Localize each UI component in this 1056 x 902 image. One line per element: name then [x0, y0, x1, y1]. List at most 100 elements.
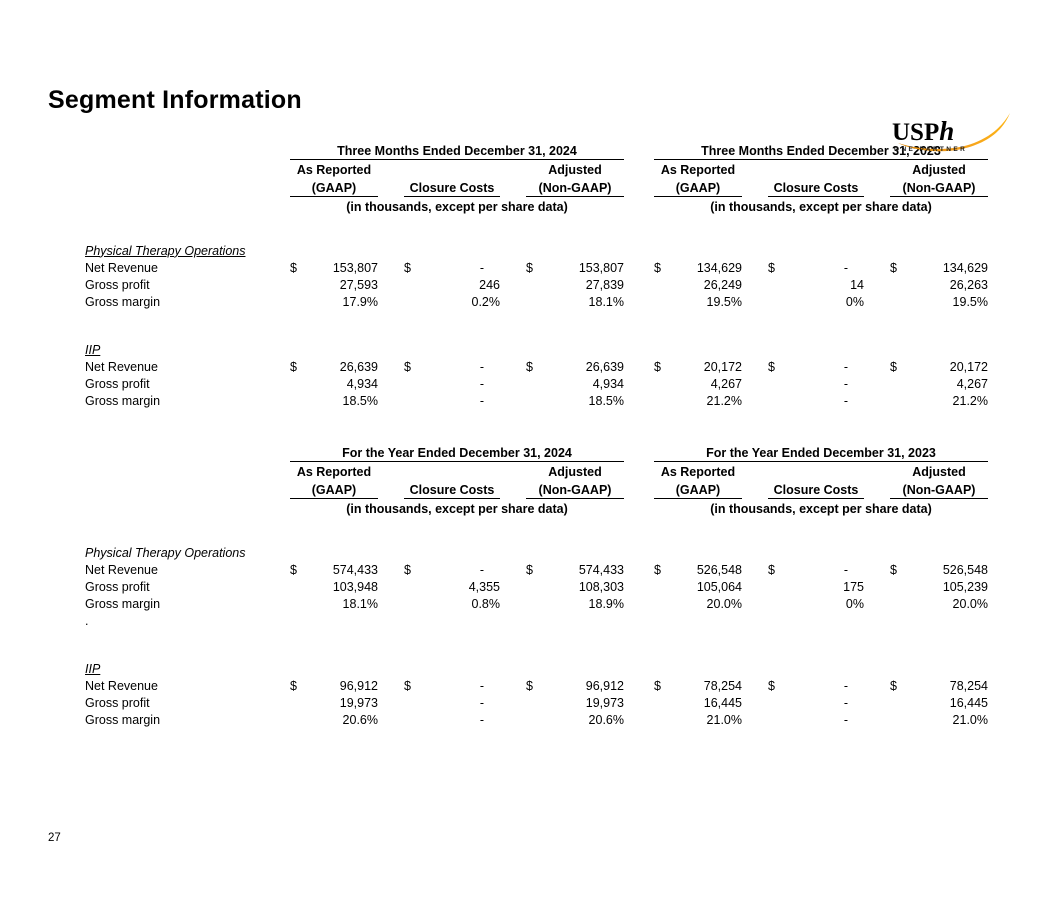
cell-value: -: [479, 393, 484, 408]
col-gap: [500, 293, 526, 310]
dollar-sign: [654, 578, 672, 595]
col-gap: [378, 595, 404, 612]
logo-text-usp: USP: [892, 119, 940, 146]
dollar-sign: [654, 612, 672, 629]
dollar-sign: [654, 694, 672, 711]
col-gap: [378, 276, 404, 293]
col-gap: [500, 160, 526, 179]
col-header-as-reported: As Reported: [296, 162, 372, 177]
cell-value: 175: [843, 579, 864, 594]
dollar-sign: [404, 711, 422, 728]
cell-value: 246: [479, 277, 500, 292]
col-gap: [864, 160, 890, 179]
dollar-sign: [768, 375, 786, 392]
col-gap: [378, 375, 404, 392]
col-gap: [742, 392, 768, 409]
dollar-sign: [526, 375, 544, 392]
cell-value: -: [843, 376, 848, 391]
col-header-closure-costs: Closure Costs: [404, 178, 500, 197]
section-spacer: [85, 215, 988, 242]
dollar-sign: [404, 694, 422, 711]
col-gap: [742, 160, 768, 179]
group-gap: [624, 293, 654, 310]
cell-value: 21.2%: [952, 393, 988, 408]
dollar-sign: [290, 293, 308, 310]
cell-value: -: [843, 393, 848, 408]
dollar-sign: [290, 578, 308, 595]
cell-value: 16,445: [949, 695, 988, 710]
col-gap: [742, 462, 768, 481]
cell-value: -: [479, 712, 484, 727]
cell-value: [672, 612, 742, 629]
group-gap: [624, 480, 654, 499]
cell-value: 27,839: [585, 277, 624, 292]
col-gap: [378, 178, 404, 197]
group-gap: [624, 612, 654, 629]
col-gap: [864, 578, 890, 595]
col-header-empty: [768, 160, 864, 179]
col-header-adjusted: Adjusted: [548, 162, 602, 177]
col-gap: [378, 392, 404, 409]
dollar-sign: $: [654, 359, 661, 374]
col-header-as-reported: As Reported: [660, 162, 736, 177]
cell-value: 21.0%: [952, 712, 988, 727]
cell-value: 4,267: [956, 376, 988, 391]
col-gap: [378, 677, 404, 694]
col-header-adjusted: Adjusted: [548, 464, 602, 479]
cell-value: 21.0%: [706, 712, 742, 727]
col-gap: [378, 711, 404, 728]
cell-value: 78,254: [949, 678, 988, 693]
cell-value: 26,249: [703, 277, 742, 292]
cell-value: 26,639: [339, 359, 378, 374]
dollar-sign: $: [404, 678, 411, 693]
dollar-sign: $: [654, 260, 661, 275]
cell-value: 4,934: [592, 376, 624, 391]
dollar-sign: [526, 293, 544, 310]
row-label: Gross profit: [85, 695, 150, 710]
dollar-sign: $: [890, 260, 897, 275]
col-header-gaap: (GAAP): [654, 480, 742, 499]
dollar-sign: [768, 293, 786, 310]
group-gap: [624, 462, 654, 481]
col-gap: [864, 392, 890, 409]
col-gap: [500, 612, 526, 629]
col-gap: [742, 595, 768, 612]
col-gap: [378, 578, 404, 595]
row-label: Gross margin: [85, 393, 161, 408]
dollar-sign: [890, 578, 908, 595]
col-gap: [742, 276, 768, 293]
cell-value: 27,593: [339, 277, 378, 292]
section-heading-spacer: [290, 544, 988, 561]
col-gap: [742, 259, 768, 276]
cell-value: -: [843, 695, 848, 710]
col-gap: [864, 677, 890, 694]
dollar-sign: [404, 578, 422, 595]
col-gap: [500, 480, 526, 499]
col-gap: [742, 694, 768, 711]
cell-value: 16,445: [703, 695, 742, 710]
cell-value: 17.9%: [342, 294, 378, 309]
row-label: Gross profit: [85, 277, 150, 292]
col-gap: [742, 178, 768, 197]
col-gap: [500, 711, 526, 728]
group-gap: [624, 141, 654, 160]
dollar-sign: [890, 276, 908, 293]
dollar-sign: [890, 392, 908, 409]
col-gap: [864, 259, 890, 276]
cell-value: 26,263: [949, 277, 988, 292]
row-label-spacer: [85, 197, 290, 216]
col-header-empty: [404, 462, 500, 481]
row-label: Net Revenue: [85, 260, 158, 275]
cell-value: 0.8%: [471, 596, 501, 611]
dollar-sign: $: [768, 562, 775, 577]
section-heading-spacer: [290, 341, 988, 358]
cell-value: 0.2%: [471, 294, 501, 309]
dollar-sign: [890, 612, 908, 629]
cell-value: 20.6%: [342, 712, 378, 727]
col-gap: [864, 694, 890, 711]
row-label-spacer: [85, 462, 290, 481]
dollar-sign: [654, 711, 672, 728]
section-heading-spacer: [290, 242, 988, 259]
row-label: Gross profit: [85, 579, 150, 594]
dollar-sign: $: [890, 678, 897, 693]
